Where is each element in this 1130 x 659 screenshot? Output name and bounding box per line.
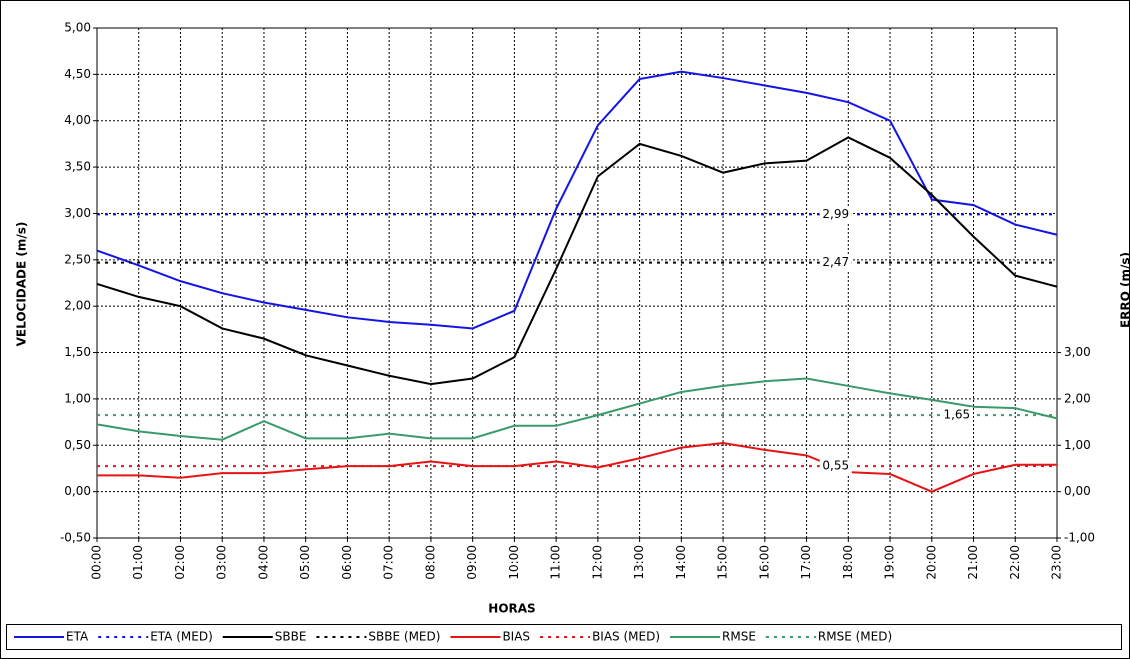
y-tick-label: 0,00	[64, 484, 91, 498]
x-tick-label: 19:00	[883, 545, 897, 580]
x-tick-label: 16:00	[757, 545, 771, 580]
x-tick-label: 11:00	[549, 545, 563, 580]
y2-axis-label: ERRO (m/s)	[1119, 252, 1130, 328]
y2-tick-label: -1,00	[1064, 531, 1095, 545]
legend-label: SBBE	[275, 630, 307, 644]
mean-label: 2,47	[822, 255, 849, 269]
x-tick-label: 04:00	[256, 545, 270, 580]
x-tick-label: 06:00	[340, 545, 354, 580]
x-tick-label: 22:00	[1008, 545, 1022, 580]
y-tick-label: 3,00	[64, 206, 91, 220]
x-axis-label: HORAS	[488, 602, 535, 616]
y-tick-label: -0,50	[60, 531, 91, 545]
legend-label: RMSE (MED)	[818, 630, 892, 644]
mean-label-bg	[819, 458, 852, 475]
line-series	[96, 136, 1058, 386]
line-series	[96, 377, 1058, 441]
x-tick-label: 12:00	[590, 545, 604, 580]
plot-area	[96, 27, 1058, 539]
legend-label: SBBE (MED)	[368, 630, 440, 644]
x-tick-label: 10:00	[507, 545, 521, 580]
x-tick-label: 05:00	[298, 545, 312, 580]
x-tick-label: 21:00	[966, 545, 980, 580]
x-tick-label: 18:00	[841, 545, 855, 580]
y2-tick-label: 3,00	[1064, 345, 1091, 359]
y-tick-label: 1,50	[64, 345, 91, 359]
y-tick-label: 4,00	[64, 113, 91, 127]
x-tick-label: 20:00	[924, 545, 938, 580]
y-axis-label: VELOCIDADE (m/s)	[15, 222, 29, 347]
mean-label: 1,65	[943, 408, 970, 422]
x-tick-label: 01:00	[131, 545, 145, 580]
mean-label-bg	[940, 407, 973, 424]
y-tick-label: 3,50	[64, 160, 91, 174]
x-tick-label: 02:00	[173, 545, 187, 580]
line-series	[97, 441, 1057, 493]
legend-label: RMSE	[722, 630, 756, 644]
legend-box	[6, 624, 1122, 650]
y-tick-label: 5,00	[64, 21, 91, 35]
x-tick-label: 13:00	[632, 545, 646, 580]
x-tick-label: 15:00	[716, 545, 730, 580]
y-tick-label: 0,50	[64, 438, 91, 452]
legend-label: ETA (MED)	[150, 630, 213, 644]
x-tick-label: 23:00	[1050, 545, 1064, 580]
x-tick-label: 14:00	[674, 545, 688, 580]
y-tick-label: 4,50	[64, 67, 91, 81]
x-tick-label: 00:00	[90, 545, 104, 580]
x-tick-label: 07:00	[382, 545, 396, 580]
mean-label-bg	[819, 254, 852, 271]
y-tick-label: 2,00	[64, 299, 91, 313]
legend-label: ETA	[66, 630, 89, 644]
x-tick-label: 03:00	[215, 545, 229, 580]
x-tick-label: 08:00	[423, 545, 437, 580]
mean-label: 2,99	[822, 207, 849, 221]
legend-label: BIAS (MED)	[592, 630, 660, 644]
x-tick-label: 09:00	[465, 545, 479, 580]
legend-label: BIAS	[502, 630, 530, 644]
y2-tick-label: 0,00	[1064, 484, 1091, 498]
y-tick-label: 2,50	[64, 252, 91, 266]
mean-label-bg	[819, 206, 852, 223]
x-tick-label: 17:00	[799, 545, 813, 580]
mean-label: 0,55	[822, 459, 849, 473]
y2-tick-label: 2,00	[1064, 391, 1091, 405]
y-tick-label: 1,00	[64, 391, 91, 405]
y2-tick-label: 1,00	[1064, 438, 1091, 452]
line-series	[96, 70, 1058, 330]
